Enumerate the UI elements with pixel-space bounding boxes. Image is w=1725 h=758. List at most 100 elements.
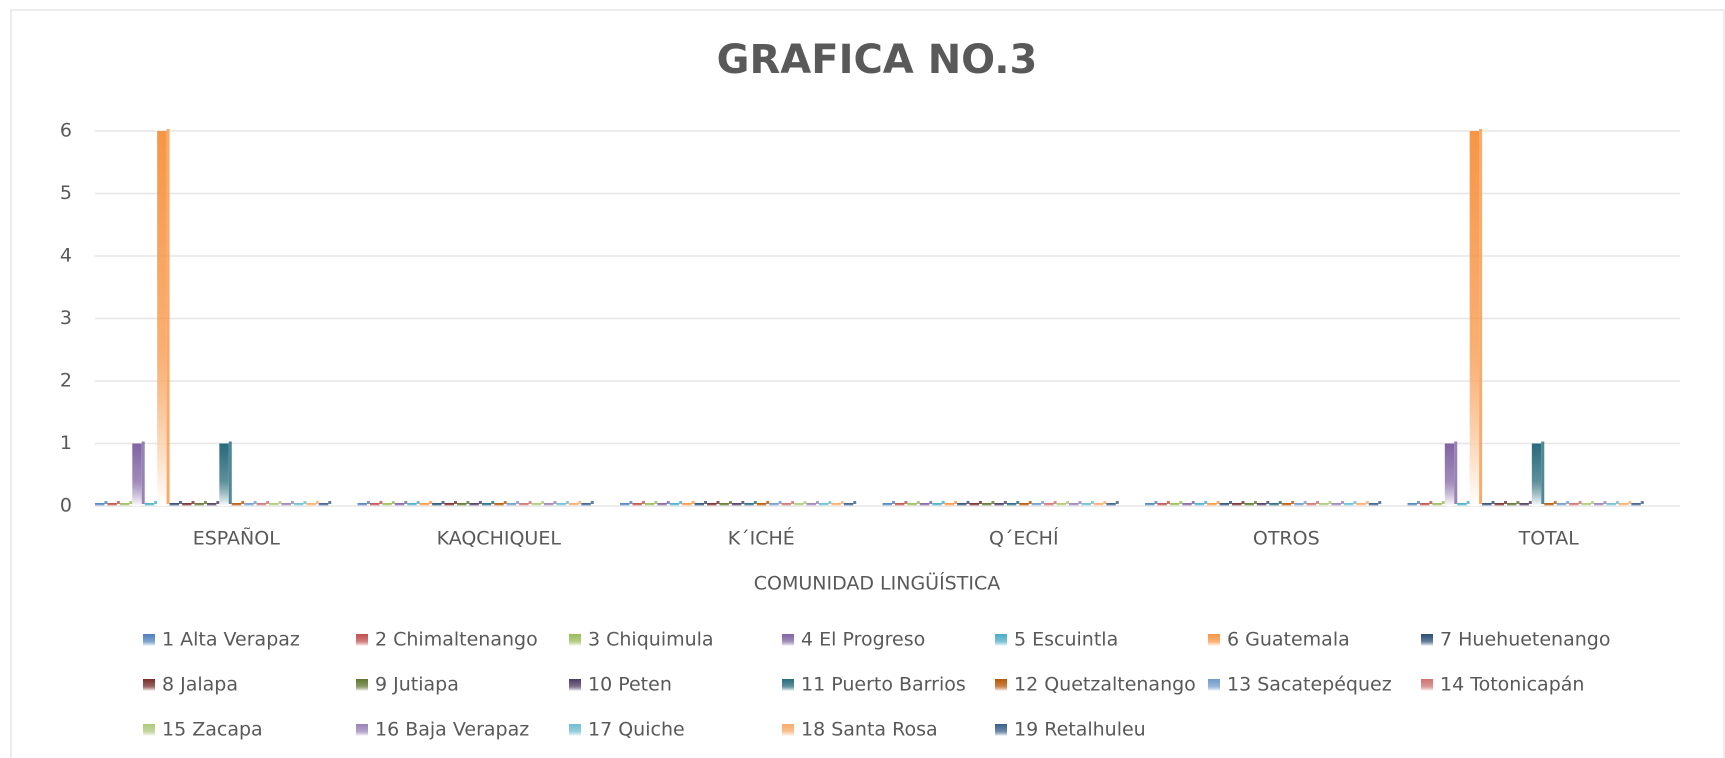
bar-side <box>791 501 795 504</box>
bar <box>506 503 517 506</box>
bar-side <box>179 501 183 504</box>
bar-side <box>1479 129 1483 504</box>
bar <box>1281 503 1292 506</box>
chart-title: GRAFICA NO.3 <box>717 37 1038 83</box>
bar-side <box>654 501 658 504</box>
bar-side <box>366 501 370 504</box>
y-tick-label: 6 <box>60 120 72 142</box>
bar-side <box>1503 501 1507 504</box>
legend-label: 4 El Progreso <box>801 629 925 651</box>
bar <box>419 503 430 506</box>
bar-side <box>1278 501 1282 504</box>
bar <box>481 503 492 506</box>
legend-label: 5 Escuintla <box>1014 629 1118 651</box>
bar-side <box>203 501 207 504</box>
legend-label: 6 Guatemala <box>1227 629 1350 651</box>
bar <box>1157 503 1167 506</box>
bar <box>632 503 642 506</box>
bar <box>1432 503 1442 506</box>
bar <box>1556 503 1567 506</box>
bar-side <box>1541 441 1545 504</box>
bar-side <box>1154 501 1158 504</box>
bar-side <box>1241 501 1245 504</box>
bar-side <box>1454 441 1458 504</box>
x-tick-label: KAQCHIQUEL <box>437 528 562 550</box>
bar <box>843 503 854 506</box>
bar-side <box>404 501 408 504</box>
bar-side <box>1253 501 1257 504</box>
bar-side <box>1491 501 1495 504</box>
bar <box>682 503 692 506</box>
bar-side <box>1603 501 1607 504</box>
bar <box>1356 503 1366 506</box>
legend-swatch <box>143 634 155 646</box>
bar-side <box>978 501 982 504</box>
bar <box>694 503 705 506</box>
legend-swatch <box>569 724 581 736</box>
legend-label: 16 Baja Verapaz <box>375 719 529 741</box>
bar-side <box>1041 501 1045 504</box>
bar-side <box>541 501 545 504</box>
bar <box>1544 503 1554 506</box>
bar <box>1631 503 1641 506</box>
bar-side <box>929 501 933 504</box>
bar-side <box>478 501 482 504</box>
bar-side <box>1628 501 1632 504</box>
bar <box>744 503 754 506</box>
bar <box>293 503 304 506</box>
bar-side <box>278 501 282 504</box>
bar-side <box>290 501 294 504</box>
bar <box>944 503 955 506</box>
bar <box>544 503 554 506</box>
bar-side <box>441 501 445 504</box>
bar-side <box>840 501 844 504</box>
legend-swatch <box>569 679 581 691</box>
bar-side <box>1016 501 1020 504</box>
bar <box>1207 503 1217 506</box>
bar <box>1494 503 1504 506</box>
bar-side <box>728 501 732 504</box>
bar <box>1482 503 1492 506</box>
bar-side <box>266 501 270 504</box>
bar-side <box>416 501 420 504</box>
bar <box>568 503 579 506</box>
bar-side <box>853 501 857 504</box>
bar-side <box>216 501 220 504</box>
bar-side <box>303 501 307 504</box>
bar-side <box>941 501 945 504</box>
bar <box>132 443 142 506</box>
chart-border <box>10 9 1725 758</box>
bar <box>794 503 804 506</box>
bar <box>1056 503 1067 506</box>
legend-swatch <box>782 679 794 691</box>
legend-swatch <box>995 679 1007 691</box>
bar <box>1606 503 1616 506</box>
legend-label: 15 Zacapa <box>162 719 263 741</box>
bar-side <box>716 501 720 504</box>
bar <box>269 503 279 506</box>
bar <box>657 503 667 506</box>
bar <box>1145 503 1155 506</box>
legend-label: 1 Alta Verapaz <box>162 629 300 651</box>
legend-label: 18 Santa Rosa <box>801 719 938 741</box>
bar <box>769 503 779 506</box>
legend-label: 11 Puerto Barrios <box>801 674 966 696</box>
bar <box>206 503 217 506</box>
y-tick-label: 4 <box>60 245 72 267</box>
bar-side <box>1066 501 1070 504</box>
x-tick-label: K´ICHÉ <box>728 527 795 550</box>
y-tick-label: 5 <box>60 182 72 204</box>
bar-side <box>1229 501 1233 504</box>
bar-side <box>191 501 195 504</box>
x-tick-label: Q´ECHÍ <box>989 527 1059 550</box>
bar-side <box>1166 501 1170 504</box>
bar-side <box>565 501 569 504</box>
bar-side <box>241 501 245 504</box>
bar <box>182 503 192 506</box>
bar <box>144 503 155 506</box>
bar <box>981 503 992 506</box>
bar <box>1006 503 1017 506</box>
bar <box>719 503 729 506</box>
bar-side <box>1316 501 1320 504</box>
bar <box>919 503 930 506</box>
